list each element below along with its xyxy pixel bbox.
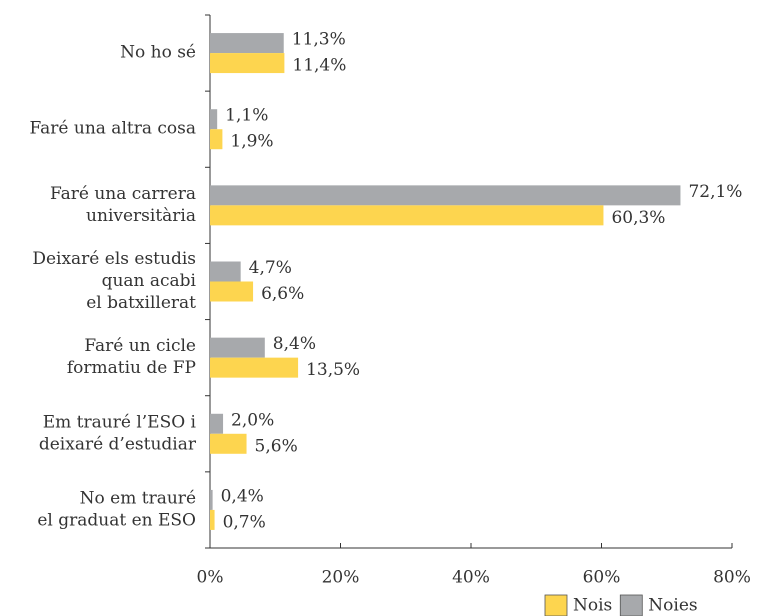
bar (210, 129, 223, 150)
category-label: Faré una altra cosa (30, 119, 197, 139)
value-label: 2,0% (231, 410, 274, 430)
category-label: Deixaré els estudis (32, 249, 196, 269)
bar (210, 205, 604, 226)
value-label: 13,5% (306, 360, 360, 380)
bar (210, 281, 254, 302)
bar (210, 53, 285, 74)
value-label: 72,1% (688, 182, 742, 202)
value-label: 4,7% (249, 258, 292, 278)
value-label: 11,4% (292, 56, 346, 76)
bar (210, 109, 218, 130)
bar (210, 357, 299, 378)
category-label: Em trauré l’ESO i (43, 412, 197, 432)
bar (210, 413, 224, 434)
category-label: formatiu de FP (67, 358, 196, 378)
legend-label: Nois (573, 596, 612, 616)
category-label: Faré una carrera (50, 184, 196, 204)
value-label: 8,4% (273, 334, 316, 354)
category-label: deixaré d’estudiar (39, 434, 197, 454)
category-label: No em trauré (80, 488, 196, 508)
value-label: 11,3% (292, 30, 346, 50)
legend-swatch (619, 594, 643, 616)
category-label: Faré un cicle (84, 336, 196, 356)
value-label: 5,6% (255, 436, 298, 456)
category-label: universitària (86, 206, 196, 226)
category-label: el batxillerat (86, 293, 196, 313)
category-label: No ho sé (120, 43, 196, 63)
value-label: 1,9% (230, 132, 273, 152)
x-tick-label: 20% (322, 568, 360, 588)
x-tick-label: 60% (583, 568, 621, 588)
bar (210, 337, 265, 358)
bar (210, 185, 681, 206)
bar (210, 509, 215, 530)
x-tick-label: 80% (713, 568, 751, 588)
bar (210, 489, 213, 510)
bar (210, 261, 241, 282)
bar (210, 433, 247, 454)
bar (210, 33, 284, 54)
x-tick-label: 0% (197, 568, 224, 588)
value-label: 0,4% (221, 486, 264, 506)
value-label: 0,7% (223, 512, 266, 532)
value-label: 60,3% (611, 208, 665, 228)
category-label: el graduat en ESO (37, 510, 196, 530)
category-label: quan acabi (102, 271, 197, 291)
legend-label: Noies (648, 596, 697, 616)
value-label: 6,6% (261, 284, 304, 304)
legend-swatch (544, 594, 568, 616)
x-tick-label: 40% (452, 568, 490, 588)
value-label: 1,1% (225, 106, 268, 126)
